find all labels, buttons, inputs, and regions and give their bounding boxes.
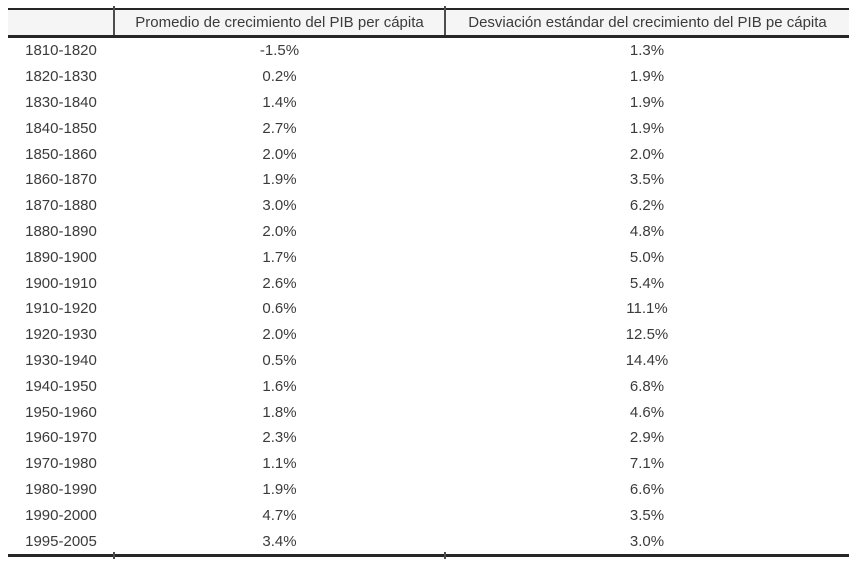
mean-cell: 0.5% [262, 351, 297, 369]
std-cell: 3.0% [629, 532, 665, 550]
column-divider-tick [444, 6, 446, 13]
std-cell: 3.5% [629, 171, 665, 189]
std-cell: 1.3% [629, 42, 665, 60]
table-row: 1890-1900 1.7% 5.0% [8, 244, 849, 270]
period-cell: 1940-1950 [25, 377, 97, 395]
period-cell: 1930-1940 [25, 351, 97, 369]
std-cell: 7.1% [629, 455, 665, 473]
std-cell: 6.2% [629, 197, 665, 215]
table-row: 1970-1980 1.1% 7.1% [8, 451, 849, 477]
table-row: 1930-1940 0.5% 14.4% [8, 348, 849, 374]
mean-cell: 1.7% [262, 248, 297, 266]
header-std-gdp-growth: Desviación estándar del crecimiento del … [444, 8, 849, 38]
period-cell: 1890-1900 [25, 248, 97, 266]
mean-cell: 1.8% [262, 403, 297, 421]
mean-cell: 3.0% [262, 197, 297, 215]
table-row: 1810-1820 -1.5% 1.3% [8, 37, 849, 64]
header-row: Promedio de crecimiento del PIB per cápi… [8, 8, 849, 38]
mean-cell: 2.7% [262, 119, 297, 137]
table-row: 1940-1950 1.6% 6.8% [8, 373, 849, 399]
period-cell: 1830-1840 [25, 93, 97, 111]
mean-cell: 1.1% [262, 455, 297, 473]
table-row: 1840-1850 2.7% 1.9% [8, 115, 849, 141]
period-cell: 1990-2000 [25, 506, 97, 524]
mean-cell: 3.4% [262, 532, 297, 550]
table-row: 1900-1910 2.6% 5.4% [8, 270, 849, 296]
mean-cell: -1.5% [259, 42, 300, 60]
period-cell: 1920-1930 [25, 326, 97, 344]
mean-cell: 2.6% [262, 274, 297, 292]
period-cell: 1850-1860 [25, 145, 97, 163]
table-row: 1820-1830 0.2% 1.9% [8, 64, 849, 90]
table-row: 1830-1840 1.4% 1.9% [8, 90, 849, 116]
mean-cell: 2.0% [262, 222, 297, 240]
period-cell: 1980-1990 [25, 480, 97, 498]
period-cell: 1995-2005 [25, 532, 97, 550]
std-cell: 11.1% [626, 300, 668, 318]
data-table: Promedio de crecimiento del PIB per cápi… [8, 8, 849, 557]
mean-cell: 1.6% [262, 377, 297, 395]
std-cell: 14.4% [625, 351, 669, 369]
std-cell: 3.5% [629, 506, 665, 524]
mean-cell: 0.6% [262, 300, 297, 318]
header-mean-gdp-growth: Promedio de crecimiento del PIB per cápi… [113, 8, 445, 38]
gdp-growth-table: Promedio de crecimiento del PIB per cápi… [8, 6, 849, 559]
std-cell: 2.0% [629, 145, 665, 163]
std-cell: 5.0% [629, 248, 665, 266]
table-row: 1995-2005 3.4% 3.0% [8, 528, 849, 555]
table-row: 1950-1960 1.8% 4.6% [8, 399, 849, 425]
std-cell: 2.9% [629, 429, 665, 447]
std-cell: 1.9% [629, 119, 665, 137]
std-cell: 1.9% [629, 93, 665, 111]
table-row: 1910-1920 0.6% 11.1% [8, 296, 849, 322]
period-cell: 1840-1850 [25, 119, 97, 137]
mean-cell: 2.0% [262, 145, 297, 163]
table-row: 1980-1990 1.9% 6.6% [8, 477, 849, 503]
period-cell: 1970-1980 [25, 455, 97, 473]
period-cell: 1910-1920 [25, 300, 97, 318]
std-cell: 5.4% [629, 274, 665, 292]
column-divider-tick [113, 6, 115, 13]
std-cell: 12.5% [625, 326, 669, 344]
std-cell: 6.8% [629, 377, 665, 395]
std-cell: 6.6% [629, 480, 665, 498]
table-row: 1870-1880 3.0% 6.2% [8, 193, 849, 219]
table-row: 1920-1930 2.0% 12.5% [8, 322, 849, 348]
table-row: 1850-1860 2.0% 2.0% [8, 141, 849, 167]
mean-cell: 2.0% [262, 326, 297, 344]
period-cell: 1960-1970 [25, 429, 97, 447]
table-row: 1860-1870 1.9% 3.5% [8, 167, 849, 193]
column-divider-tick [113, 551, 115, 559]
table-row: 1960-1970 2.3% 2.9% [8, 425, 849, 451]
std-cell: 4.8% [629, 222, 665, 240]
period-cell: 1810-1820 [25, 42, 97, 60]
mean-cell: 4.7% [262, 506, 297, 524]
column-divider-tick [444, 551, 446, 559]
mean-cell: 1.9% [262, 171, 297, 189]
mean-cell: 2.3% [262, 429, 297, 447]
mean-cell: 1.9% [262, 480, 297, 498]
mean-cell: 0.2% [262, 68, 297, 86]
table-row: 1880-1890 2.0% 4.8% [8, 219, 849, 245]
mean-cell: 1.4% [262, 93, 297, 111]
table-body: 1810-1820 -1.5% 1.3% 1820-1830 0.2% 1.9% 1830-… [8, 37, 849, 556]
header-period [8, 8, 114, 38]
period-cell: 1820-1830 [25, 68, 97, 86]
std-cell: 4.6% [629, 403, 665, 421]
period-cell: 1860-1870 [25, 171, 97, 189]
period-cell: 1900-1910 [25, 274, 97, 292]
table-row: 1990-2000 4.7% 3.5% [8, 502, 849, 528]
period-cell: 1880-1890 [25, 222, 97, 240]
period-cell: 1870-1880 [25, 197, 97, 215]
std-cell: 1.9% [629, 68, 665, 86]
period-cell: 1950-1960 [25, 403, 97, 421]
